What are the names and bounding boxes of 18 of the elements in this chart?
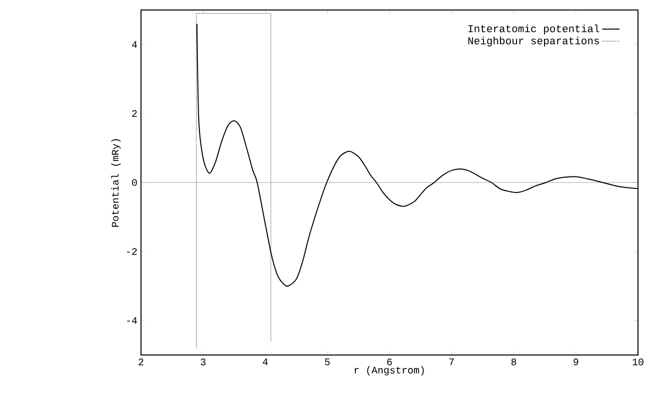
x-tick-label: 8	[511, 358, 516, 366]
legend-label: Neighbour separations	[468, 36, 599, 46]
x-axis-title: r (Angstrom)	[354, 366, 424, 376]
y-tick-label: -2	[127, 248, 137, 255]
x-tick-label: 10	[632, 358, 644, 366]
x-tick-label: 5	[325, 358, 330, 366]
x-tick-label: 7	[449, 358, 454, 366]
x-tick-label: 9	[574, 358, 578, 366]
x-tick-label: 6	[387, 358, 392, 366]
x-tick-label: 3	[200, 358, 206, 366]
legend-label: Interatomic potential	[468, 24, 600, 34]
y-tick-label: -4	[127, 317, 137, 324]
y-axis-title: Potential (mRy)	[111, 139, 121, 227]
y-tick-label: 2	[132, 110, 137, 117]
x-tick-label: 2	[138, 358, 144, 366]
y-tick-label: 4	[132, 41, 137, 48]
y-tick-label: 0	[132, 179, 137, 186]
x-tick-label: 4	[262, 358, 268, 366]
